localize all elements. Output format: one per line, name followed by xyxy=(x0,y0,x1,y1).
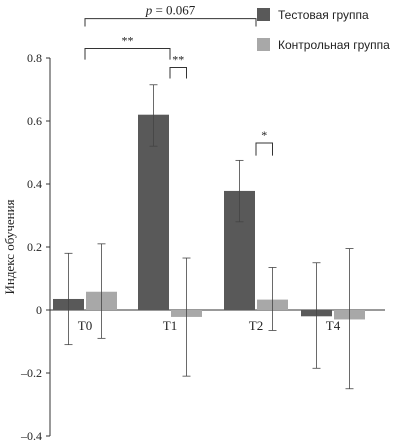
legend: Тестовая группа Контрольная группа xyxy=(257,8,390,52)
y-tick-label: 0.8 xyxy=(27,51,42,65)
x-category-label: T0 xyxy=(78,318,92,333)
legend-label: Тестовая группа xyxy=(278,8,369,22)
bars-group xyxy=(53,84,365,390)
x-axis-category-labels: T0 T1 T2 T4 xyxy=(78,318,341,333)
y-axis-label: Индекс обучения xyxy=(2,199,17,294)
significance-label: ** xyxy=(172,52,184,66)
y-tick-label: 0 xyxy=(36,303,42,317)
y-tick-label: –0.2 xyxy=(20,366,42,380)
p-symbol: p xyxy=(145,3,153,18)
significance-bracket xyxy=(169,66,187,79)
y-tick-label: 0.6 xyxy=(27,114,42,128)
p-value: = 0.067 xyxy=(152,3,196,18)
y-tick-label: –0.4 xyxy=(20,429,42,443)
y-tick-label: 0.2 xyxy=(27,240,42,254)
legend-swatch xyxy=(257,38,270,51)
significance-annotations: p = 0.067***** xyxy=(84,3,273,156)
significance-label: * xyxy=(261,128,267,142)
x-category-label: T4 xyxy=(326,318,341,333)
x-category-label: T1 xyxy=(163,318,177,333)
x-category-label: T2 xyxy=(249,318,263,333)
legend-swatch xyxy=(257,8,270,21)
significance-bracket xyxy=(255,142,273,156)
bar xyxy=(138,114,169,310)
legend-label: Контрольная группа xyxy=(278,38,390,52)
significance-bracket xyxy=(84,48,171,60)
significance-label: p = 0.067 xyxy=(145,3,196,18)
significance-label: ** xyxy=(122,34,134,48)
y-tick-label: 0.4 xyxy=(27,177,42,191)
y-axis-ticks: –0.4 –0.2 0 0.2 0.4 0.6 0.8 xyxy=(20,51,50,443)
significance-bracket xyxy=(84,18,257,27)
